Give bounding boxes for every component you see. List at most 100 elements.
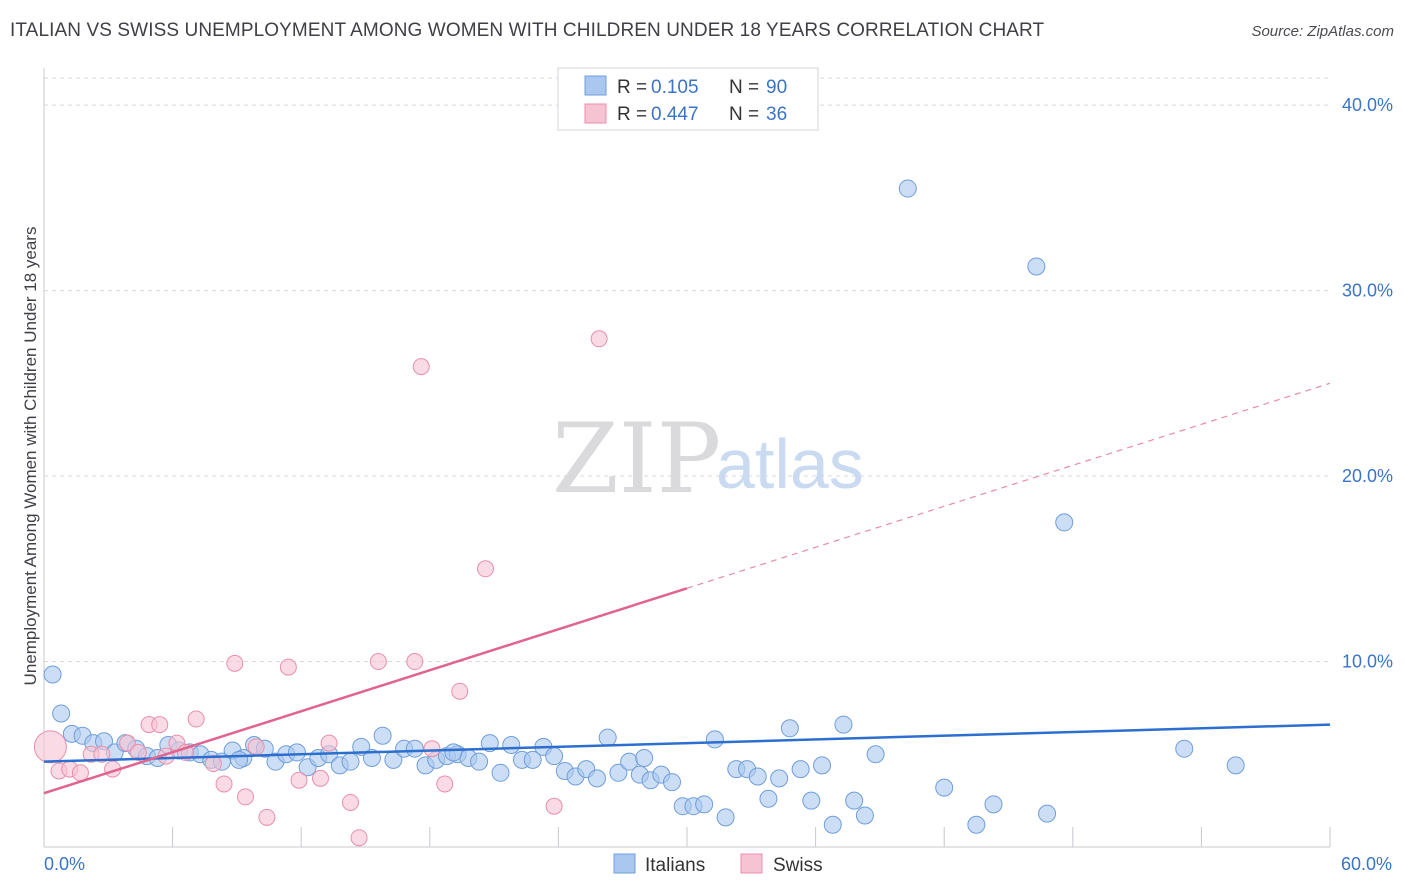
italians-point (1226, 756, 1245, 775)
italians-point (845, 791, 864, 810)
legend-n-label-swiss: N = (729, 104, 759, 125)
italians-point (748, 767, 767, 786)
swiss-point (320, 734, 338, 752)
swiss-trend-line-projection (686, 382, 1331, 589)
italians-point (405, 739, 424, 758)
swiss-point (279, 658, 297, 676)
italians-point (598, 728, 617, 747)
italians-point (967, 815, 986, 834)
swiss-point (226, 654, 244, 672)
swiss-point (451, 682, 469, 700)
italians-point (341, 752, 360, 771)
swiss-point (369, 653, 387, 671)
italians-point (898, 179, 917, 198)
italians-point (352, 737, 371, 756)
x-tick-labels: 0.0% 60.0% (44, 854, 1392, 874)
italians-point (362, 748, 381, 767)
italians-point (791, 760, 810, 779)
swiss-point (204, 755, 222, 773)
swiss-point (590, 330, 608, 348)
swiss-point (341, 793, 359, 811)
swiss-point (129, 743, 147, 761)
italians-point (935, 778, 954, 797)
swiss-point (247, 738, 265, 756)
italians-point (587, 769, 606, 788)
italians-point (716, 808, 735, 827)
legend-r-label-italians: R = (617, 77, 647, 98)
italians-point (609, 763, 628, 782)
italians-point (1038, 804, 1057, 823)
swiss-point (423, 740, 441, 758)
italians-point (855, 806, 874, 825)
swiss-point (290, 771, 308, 789)
italians-point (52, 704, 71, 723)
italians-point (545, 747, 564, 766)
italians-point (635, 748, 654, 767)
swiss-point (151, 716, 169, 734)
italians-point (662, 773, 681, 792)
bottom-legend-label-swiss: Swiss (773, 855, 823, 876)
legend-n-label-italians: N = (729, 77, 759, 98)
y-axis-title: Unemployment Among Women with Children U… (21, 227, 40, 686)
italians-point (759, 789, 778, 808)
italians-point (470, 752, 489, 771)
italians-point (802, 791, 821, 810)
italians-point (480, 734, 499, 753)
y-tick-label: 40.0% (1342, 95, 1393, 115)
swiss-point (71, 764, 89, 782)
italians-point (695, 795, 714, 814)
legend-swatch-swiss (584, 103, 607, 124)
legend-swatch-italians (584, 75, 607, 96)
chart-title: ITALIAN VS SWISS UNEMPLOYMENT AMONG WOME… (10, 20, 1045, 41)
y-tick-label: 20.0% (1342, 466, 1393, 486)
bottom-legend-swatch-swiss (740, 853, 763, 874)
legend-n-value-italians: 90 (766, 77, 787, 98)
swiss-point (406, 653, 424, 671)
legend-r-value-swiss: 0.447 (651, 104, 699, 125)
swiss-point (33, 730, 67, 764)
italians-point (1175, 739, 1194, 758)
x-tick-label: 60.0% (1341, 854, 1392, 874)
italians-trend-line (43, 723, 1331, 763)
italians-point (866, 745, 885, 764)
legend-n-value-swiss: 36 (766, 104, 787, 125)
italians-point (834, 715, 853, 734)
swiss-point (236, 788, 254, 806)
series-swiss (33, 330, 608, 847)
swiss-point (311, 769, 329, 787)
bottom-legend-swatch-italians (613, 853, 636, 874)
swiss-point (258, 808, 276, 826)
legend-r-label-swiss: R = (617, 104, 647, 125)
swiss-point (477, 560, 495, 578)
swiss-trend-line (43, 587, 688, 795)
gridlines (44, 77, 1330, 663)
x-tick-label: 0.0% (44, 854, 85, 874)
bottom-legend-label-italians: Italians (645, 855, 705, 876)
x-ticks (43, 827, 1331, 847)
italians-point (502, 735, 521, 754)
swiss-point (436, 775, 454, 793)
swiss-point (350, 829, 368, 847)
italians-point (780, 719, 799, 738)
swiss-point (187, 710, 205, 728)
italians-point (1055, 513, 1074, 532)
italians-point (373, 726, 392, 745)
swiss-point (545, 797, 563, 815)
legend-r-value-italians: 0.105 (651, 77, 699, 98)
italians-point (813, 756, 832, 775)
swiss-point (412, 358, 430, 376)
italians-point (523, 750, 542, 769)
swiss-point (93, 745, 111, 763)
legend-top: R = 0.105 N = 90 R = 0.447 N = 36 (557, 67, 819, 131)
watermark: ZIP atlas (552, 403, 864, 515)
watermark-zip: ZIP (552, 403, 721, 515)
swiss-point (215, 775, 233, 793)
italians-point (287, 743, 306, 762)
watermark-atlas: atlas (716, 425, 864, 503)
swiss-point (119, 734, 137, 752)
italians-point (1027, 257, 1046, 276)
chart-source: Source: ZipAtlas.com (1251, 23, 1394, 40)
italians-point (823, 815, 842, 834)
italians-point (770, 769, 789, 788)
